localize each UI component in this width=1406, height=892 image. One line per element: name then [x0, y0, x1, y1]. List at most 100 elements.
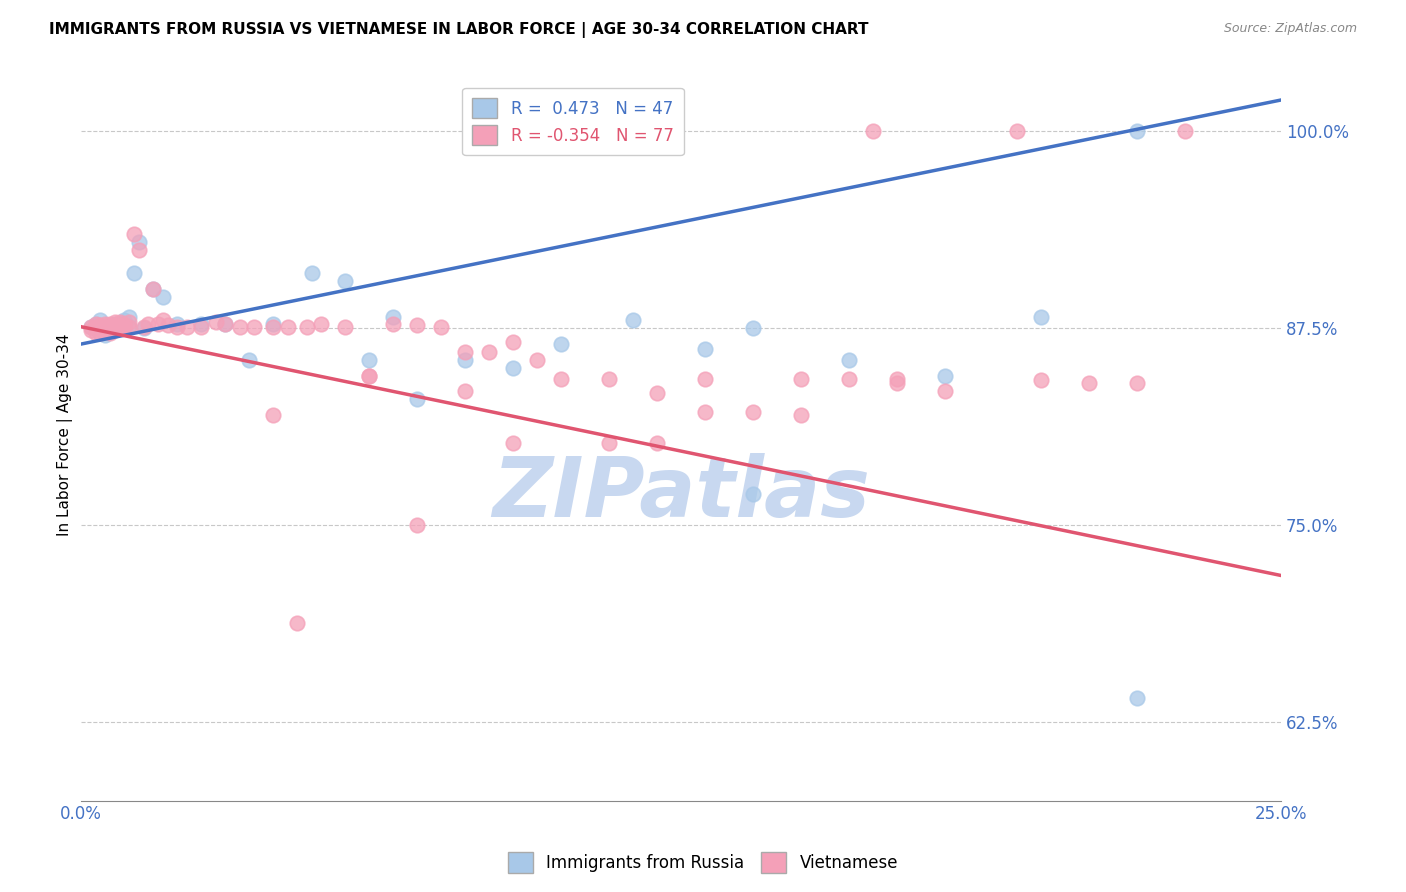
Point	[790, 372, 813, 386]
Point	[262, 317, 284, 331]
Point	[108, 319, 131, 334]
Point	[406, 318, 429, 333]
Point	[176, 319, 198, 334]
Point	[502, 436, 524, 450]
Point	[152, 290, 174, 304]
Point	[118, 319, 141, 334]
Point	[359, 352, 381, 367]
Point	[98, 326, 121, 340]
Point	[454, 345, 477, 359]
Point	[89, 326, 111, 340]
Point	[128, 235, 150, 249]
Point	[204, 315, 226, 329]
Point	[214, 317, 236, 331]
Point	[132, 319, 155, 334]
Point	[333, 319, 356, 334]
Point	[454, 384, 477, 399]
Point	[359, 368, 381, 383]
Point	[108, 317, 131, 331]
Point	[104, 323, 127, 337]
Point	[478, 345, 501, 359]
Point	[598, 372, 620, 386]
Point	[934, 384, 956, 399]
Point	[742, 321, 765, 335]
Point	[276, 319, 298, 334]
Point	[80, 319, 103, 334]
Point	[243, 319, 266, 334]
Point	[84, 317, 107, 331]
Point	[132, 321, 155, 335]
Point	[80, 319, 103, 334]
Point	[112, 313, 135, 327]
Point	[862, 124, 884, 138]
Point	[526, 352, 548, 367]
Point	[108, 319, 131, 334]
Point	[790, 408, 813, 422]
Point	[89, 319, 111, 334]
Point	[118, 315, 141, 329]
Point	[112, 317, 135, 331]
Point	[693, 342, 716, 356]
Point	[118, 319, 141, 334]
Point	[1078, 376, 1101, 391]
Legend: R =  0.473   N = 47, R = -0.354   N = 77: R = 0.473 N = 47, R = -0.354 N = 77	[463, 87, 683, 155]
Point	[146, 317, 169, 331]
Text: ZIPatlas: ZIPatlas	[492, 452, 870, 533]
Point	[262, 319, 284, 334]
Point	[122, 227, 145, 241]
Point	[295, 319, 318, 334]
Point	[118, 310, 141, 325]
Point	[621, 313, 644, 327]
Point	[98, 321, 121, 335]
Point	[1126, 691, 1149, 706]
Point	[262, 408, 284, 422]
Point	[112, 321, 135, 335]
Point	[89, 326, 111, 340]
Point	[238, 352, 260, 367]
Point	[138, 317, 160, 331]
Text: IMMIGRANTS FROM RUSSIA VS VIETNAMESE IN LABOR FORCE | AGE 30-34 CORRELATION CHAR: IMMIGRANTS FROM RUSSIA VS VIETNAMESE IN …	[49, 22, 869, 38]
Point	[301, 266, 323, 280]
Point	[128, 243, 150, 257]
Point	[94, 327, 117, 342]
Point	[104, 315, 127, 329]
Point	[152, 313, 174, 327]
Point	[1029, 310, 1052, 325]
Point	[1126, 124, 1149, 138]
Point	[406, 392, 429, 406]
Point	[142, 282, 165, 296]
Point	[108, 315, 131, 329]
Point	[94, 325, 117, 339]
Point	[122, 266, 145, 280]
Point	[94, 321, 117, 335]
Point	[190, 319, 212, 334]
Point	[89, 313, 111, 327]
Point	[89, 321, 111, 335]
Point	[838, 372, 860, 386]
Point	[166, 319, 188, 334]
Y-axis label: In Labor Force | Age 30-34: In Labor Force | Age 30-34	[58, 334, 73, 536]
Point	[84, 319, 107, 334]
Point	[142, 282, 165, 296]
Point	[98, 319, 121, 334]
Point	[382, 317, 405, 331]
Point	[502, 335, 524, 350]
Point	[1126, 376, 1149, 391]
Point	[886, 376, 908, 391]
Point	[112, 321, 135, 335]
Point	[934, 368, 956, 383]
Point	[156, 318, 179, 333]
Point	[693, 405, 716, 419]
Point	[1174, 124, 1197, 138]
Point	[228, 319, 250, 334]
Point	[742, 486, 765, 500]
Point	[382, 310, 405, 325]
Point	[285, 615, 308, 630]
Point	[94, 325, 117, 339]
Point	[742, 405, 765, 419]
Point	[550, 337, 572, 351]
Point	[89, 318, 111, 333]
Point	[84, 321, 107, 335]
Point	[98, 317, 121, 331]
Point	[693, 372, 716, 386]
